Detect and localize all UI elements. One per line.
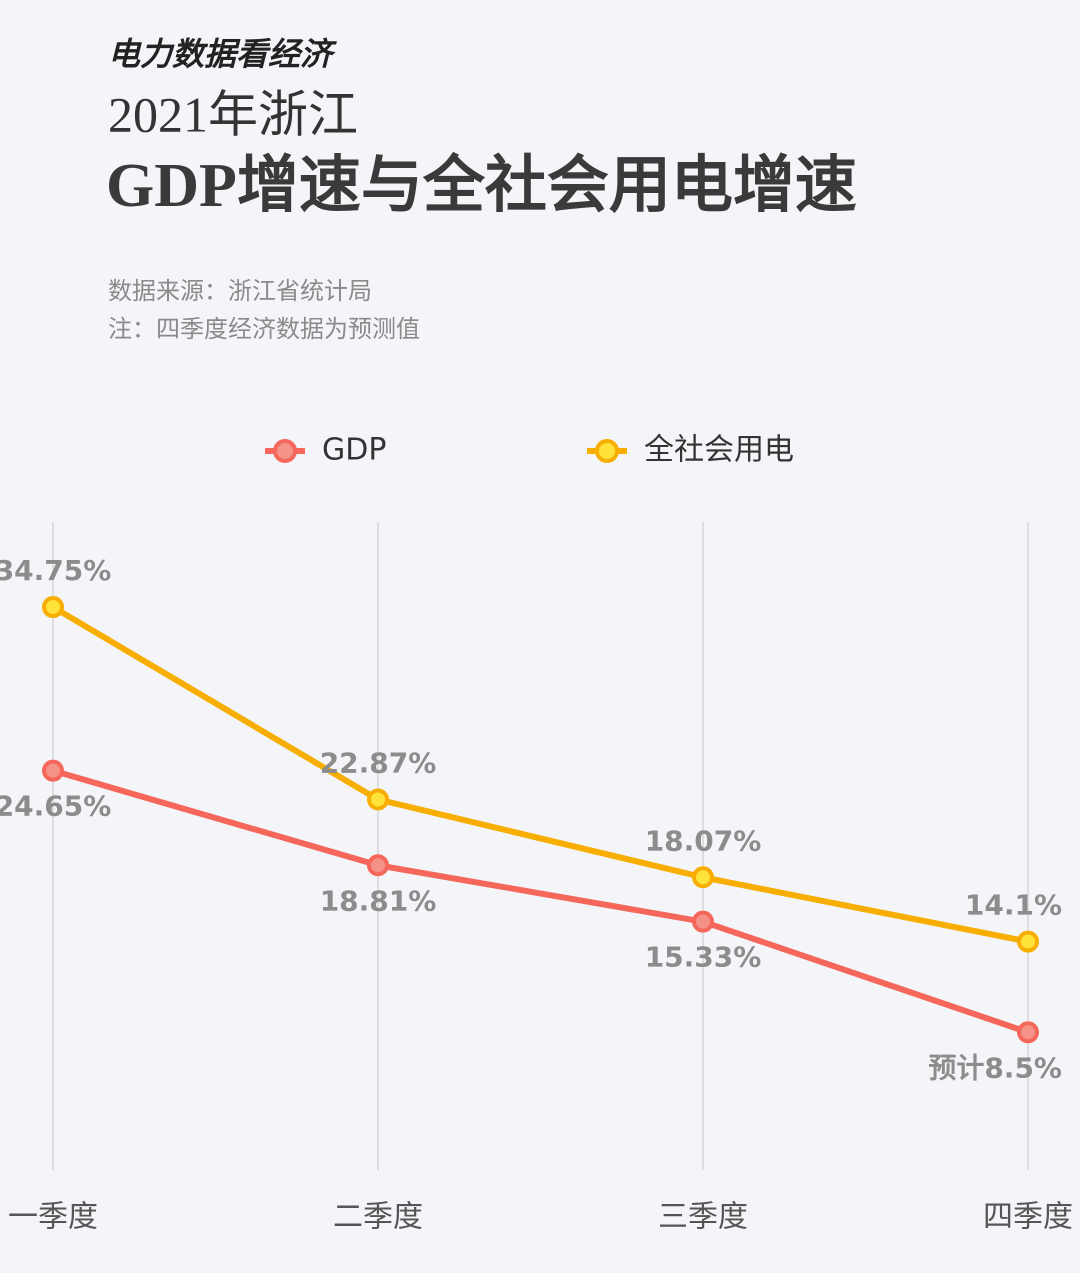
series-line <box>51 604 1029 945</box>
x-tick-label: 二季度 <box>333 1200 423 1235</box>
legend-label: GDP <box>322 433 386 468</box>
point <box>1017 1021 1039 1044</box>
point <box>367 788 389 811</box>
x-tick-label: 一季度 <box>8 1200 98 1235</box>
data-label: 18.81% <box>320 884 437 917</box>
point <box>367 854 389 877</box>
data-label: 预计8.5% <box>928 1051 1062 1084</box>
note: 注：四季度经济数据为预测值 <box>108 315 420 343</box>
data-label: 24.65% <box>0 790 111 823</box>
data-label: 15.33% <box>645 941 762 974</box>
point <box>42 596 64 619</box>
source: 数据来源：浙江省统计局 <box>108 277 372 305</box>
data-label: 34.75% <box>0 554 111 587</box>
series-line <box>52 767 1029 1036</box>
point <box>1017 930 1039 953</box>
legend-marker <box>273 439 297 463</box>
legend-label: 全社会用电 <box>644 433 794 468</box>
data-label: 18.07% <box>645 824 762 857</box>
data-label: 14.1% <box>965 889 1062 922</box>
chart-title: 2021年浙江 <box>108 86 358 142</box>
legend-marker <box>595 439 619 463</box>
point <box>692 866 714 889</box>
point <box>692 910 714 933</box>
chart-subtitle: GDP增速与全社会用电增速 <box>106 151 857 220</box>
point <box>42 759 64 782</box>
x-tick-label: 三季度 <box>658 1200 748 1235</box>
x-tick-label: 四季度 <box>983 1200 1073 1235</box>
kicker: 电力数据看经济 <box>108 35 337 73</box>
data-label: 22.87% <box>320 747 437 780</box>
